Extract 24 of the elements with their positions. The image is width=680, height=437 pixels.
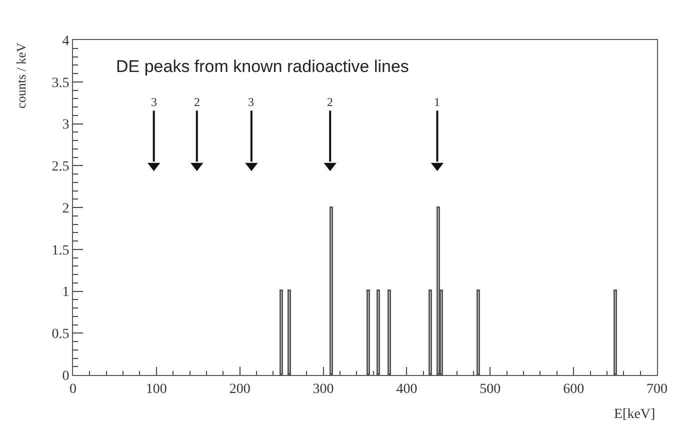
x-tick-label: 400 bbox=[396, 382, 418, 397]
annotation: 3 bbox=[151, 95, 157, 109]
x-tick-label: 500 bbox=[480, 382, 501, 397]
x-tick-label: 700 bbox=[646, 382, 668, 397]
annotation: 3 bbox=[248, 95, 254, 109]
y-tick-label: 2.5 bbox=[52, 160, 70, 175]
x-tick-label: 200 bbox=[229, 382, 250, 397]
y-tick-label: 1 bbox=[62, 285, 70, 300]
y-tick-label: 0 bbox=[62, 368, 70, 384]
annotation: 1 bbox=[434, 95, 440, 109]
y-tick-label: 3 bbox=[62, 118, 70, 133]
y-tick-label: 3.5 bbox=[52, 76, 70, 91]
x-tick-label: 300 bbox=[312, 382, 334, 397]
y-tick-label: 2 bbox=[62, 201, 70, 216]
x-tick-label: 100 bbox=[146, 382, 167, 397]
annotation: 2 bbox=[194, 95, 200, 109]
x-tick-label: 600 bbox=[563, 382, 584, 397]
y-tick-label: 0.5 bbox=[52, 327, 70, 342]
annotation: 2 bbox=[327, 95, 333, 109]
x-axis-title: E[keV] bbox=[614, 407, 656, 422]
y-axis-title: counts / keV bbox=[13, 42, 28, 108]
y-tick-label: 4 bbox=[62, 34, 70, 49]
y-tick-label: 1.5 bbox=[52, 243, 70, 258]
annotation: DE peaks from known radioactive lines bbox=[116, 57, 409, 76]
